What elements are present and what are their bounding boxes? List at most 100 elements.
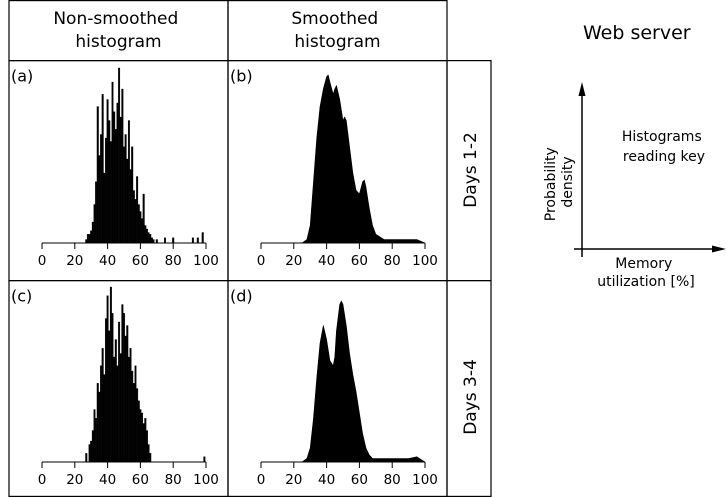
key-y-label: Probability density [543,143,576,221]
x-tick-label-a-80: 80 [165,253,182,269]
x-tick-label-a-100: 100 [193,253,219,269]
hist-bar-c-30 [136,388,139,463]
panel-a: (a) 0 20 40 60 80 100 [11,67,219,269]
hist-bar-a-28 [131,146,134,244]
density-area-d [301,300,426,463]
hist-bar-a-43 [164,237,166,244]
x-tick-label-c-80: 80 [165,472,182,488]
hist-bar-a-18 [114,129,117,244]
key-text-line1: Histograms [622,129,702,145]
hist-bar-c-6 [96,383,99,463]
hist-bar-c-24 [126,325,129,463]
density-area-b [301,74,426,244]
row-label-days-1-2: Days 1-2 [461,132,481,208]
panel-b: (b) 0 20 40 60 80 100 [230,67,438,269]
col-header-smoothed-line1: Smoothed [291,9,378,29]
hist-bar-c-14 [109,286,112,463]
hist-bar-a-20 [118,67,121,244]
hist-bar-a-35 [142,193,145,244]
hist-bar-a-23 [123,146,125,244]
hist-bar-c-39 [203,456,206,463]
hist-bar-a-47 [201,232,204,244]
x-tick-label-d-100: 100 [412,472,438,488]
x-tick-label-b-60: 60 [351,253,368,269]
hist-bar-a-38 [147,232,150,244]
hist-bar-a-27 [129,169,132,244]
hist-bar-c-1 [88,444,91,463]
x-tick-label-d-20: 20 [285,472,302,488]
hist-bar-a-26 [127,120,130,244]
hist-bar-a-17 [113,111,116,244]
x-tick-label-b-0: 0 [257,253,266,269]
hist-bar-a-32 [137,204,140,244]
x-tick-label-b-40: 40 [318,253,335,269]
hist-bar-a-0 [85,239,88,244]
hist-bar-a-19 [116,102,119,244]
hist-bar-c-17 [114,339,117,463]
hist-bar-a-37 [145,228,148,244]
hist-bar-a-42 [155,239,158,244]
hist-bar-c-36 [145,430,148,463]
hist-bar-a-25 [126,158,129,244]
hist-bar-a-3 [90,230,93,244]
hist-bar-c-10 [103,374,106,463]
hist-bar-c-9 [101,348,104,463]
hist-bar-a-34 [141,218,144,244]
hist-bar-a-16 [111,81,114,244]
hist-bar-a-36 [144,225,147,244]
key-y-label-line1: Probability [543,147,559,221]
panel-label-b: (b) [230,67,253,86]
hist-bar-c-5 [95,418,98,463]
hist-bar-c-25 [127,356,130,463]
hist-bar-c-31 [137,400,140,463]
table-grid [8,0,492,497]
col-header-nonsmoothed: Non-smoothed histogram [53,9,183,52]
hist-bar-a-30 [134,199,137,244]
row-label-days-3-4: Days 3-4 [461,359,481,435]
hist-bar-c-37 [147,444,150,463]
hist-bar-c-21 [121,304,124,463]
hist-bar-a-33 [139,211,142,244]
hist-bar-a-9 [100,134,103,244]
x-tick-label-d-60: 60 [351,472,368,488]
panel-c: (c) 0 20 40 60 80 100 [11,287,219,488]
hist-bar-a-8 [98,155,101,244]
x-tick-label-a-40: 40 [99,253,116,269]
hist-bar-c-12 [106,295,109,463]
x-tick-label-a-60: 60 [132,253,149,269]
key-x-arrow-icon [712,245,726,253]
hist-bar-a-22 [121,88,124,244]
hist-bar-c-13 [108,330,111,463]
hist-bar-a-13 [106,99,109,244]
hist-bar-a-31 [136,176,139,244]
hist-bar-a-11 [103,172,106,244]
hist-bar-c-22 [123,313,125,463]
key-y-label-line2: density [560,156,576,207]
x-tick-label-c-0: 0 [38,472,47,488]
hist-bar-c-23 [124,335,127,463]
hist-bar-c-11 [104,318,107,463]
hist-bar-c-0 [85,453,88,463]
x-tick-label-c-40: 40 [99,472,116,488]
hist-bar-a-7 [96,106,99,244]
x-tick-label-c-100: 100 [193,472,219,488]
x-tick-label-d-0: 0 [257,472,266,488]
hist-bar-c-18 [116,365,119,463]
key-x-label: Memory utilization [%] [597,256,694,290]
hist-bar-c-2 [90,440,93,463]
hist-bar-a-15 [109,141,112,244]
hist-bar-c-32 [139,409,142,463]
panel-label-a: (a) [11,67,33,86]
hist-bar-a-12 [104,137,107,244]
key-text-line2: reading key [623,149,705,165]
x-tick-label-b-20: 20 [285,253,302,269]
col-header-smoothed-line2: histogram [294,32,380,52]
hist-bar-c-33 [141,412,144,463]
hist-bar-a-44 [172,237,175,244]
col-header-smoothed: Smoothed histogram [291,9,383,52]
hist-bar-c-20 [119,353,122,463]
hist-bar-c-38 [149,453,152,463]
col-header-nonsmoothed-line1: Non-smoothed [53,9,178,29]
panel-label-c: (c) [11,287,32,306]
